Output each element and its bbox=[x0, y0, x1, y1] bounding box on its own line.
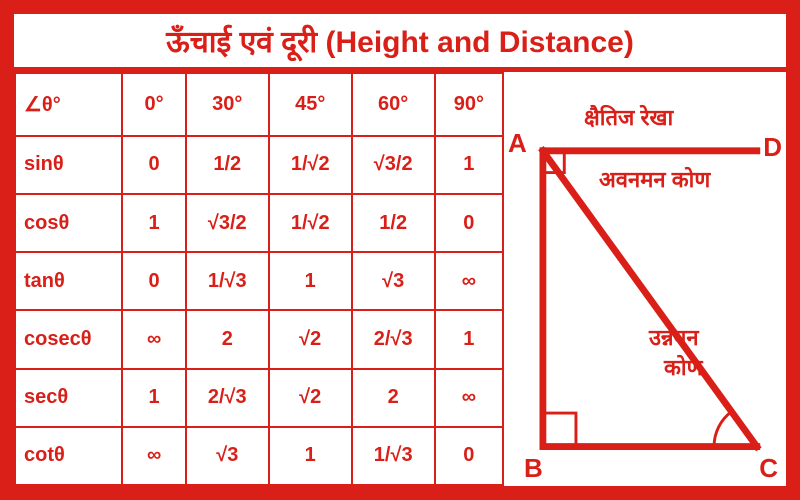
diagram-svg bbox=[504, 72, 786, 486]
cell-value: 1/2 bbox=[186, 136, 269, 194]
table-row: secθ12/√3√22∞ bbox=[15, 369, 503, 427]
trig-table: ∠θ°0°30°45°60°90°sinθ01/21/√2√3/21cosθ1√… bbox=[14, 72, 504, 486]
cell-value: 1/√2 bbox=[269, 194, 352, 252]
cell-value: 2/√3 bbox=[186, 369, 269, 427]
cell-value: √3 bbox=[352, 252, 435, 310]
cell-value: 1 bbox=[122, 194, 185, 252]
table-row: cosecθ∞2√22/√31 bbox=[15, 310, 503, 368]
cell-value: 1 bbox=[435, 136, 503, 194]
cell-value: 0 bbox=[435, 194, 503, 252]
cell-value: √3/2 bbox=[352, 136, 435, 194]
cell-value: ∞ bbox=[122, 310, 185, 368]
cell-value: 1/√2 bbox=[269, 136, 352, 194]
label-elevation-angle-l2: कोण bbox=[664, 352, 703, 382]
header-degree: 60° bbox=[352, 73, 435, 136]
cell-value: 2 bbox=[352, 369, 435, 427]
cell-value: 2/√3 bbox=[352, 310, 435, 368]
cell-value: 1/√3 bbox=[352, 427, 435, 485]
func-name: cosθ bbox=[15, 194, 122, 252]
cell-value: 0 bbox=[122, 136, 185, 194]
vertex-label-B: B bbox=[524, 453, 543, 484]
header-degree: 30° bbox=[186, 73, 269, 136]
func-name: sinθ bbox=[15, 136, 122, 194]
cell-value: 2 bbox=[186, 310, 269, 368]
cell-value: √3/2 bbox=[186, 194, 269, 252]
header-degree: 90° bbox=[435, 73, 503, 136]
table-row: tanθ01/√31√3∞ bbox=[15, 252, 503, 310]
cell-value: √2 bbox=[269, 310, 352, 368]
func-name: cotθ bbox=[15, 427, 122, 485]
table-row: cotθ∞√311/√30 bbox=[15, 427, 503, 485]
vertex-label-A: A bbox=[508, 128, 527, 159]
cell-value: 1 bbox=[435, 310, 503, 368]
angle-diagram: A D B C क्षैतिज रेखा अवनमन कोण उन्नयन को… bbox=[504, 72, 786, 486]
cell-value: 1 bbox=[122, 369, 185, 427]
header-angle: ∠θ° bbox=[15, 73, 122, 136]
vertex-label-C: C bbox=[759, 453, 778, 484]
label-elevation-angle-l1: उन्नयन bbox=[649, 322, 699, 352]
page-title: ऊँचाई एवं दूरी (Height and Distance) bbox=[14, 14, 786, 72]
header-degree: 45° bbox=[269, 73, 352, 136]
cell-value: 1/√3 bbox=[186, 252, 269, 310]
trig-table-wrap: ∠θ°0°30°45°60°90°sinθ01/21/√2√3/21cosθ1√… bbox=[14, 72, 504, 486]
card-frame: ऊँचाई एवं दूरी (Height and Distance) ∠θ°… bbox=[0, 0, 800, 500]
table-header-row: ∠θ°0°30°45°60°90° bbox=[15, 73, 503, 136]
cell-value: √2 bbox=[269, 369, 352, 427]
cell-value: ∞ bbox=[122, 427, 185, 485]
label-horizontal-line: क्षैतिज रेखा bbox=[584, 102, 673, 132]
func-name: cosecθ bbox=[15, 310, 122, 368]
table-row: sinθ01/21/√2√3/21 bbox=[15, 136, 503, 194]
cell-value: ∞ bbox=[435, 369, 503, 427]
cell-value: 1 bbox=[269, 252, 352, 310]
func-name: tanθ bbox=[15, 252, 122, 310]
vertex-label-D: D bbox=[763, 132, 782, 163]
cell-value: 1/2 bbox=[352, 194, 435, 252]
content-row: ∠θ°0°30°45°60°90°sinθ01/21/√2√3/21cosθ1√… bbox=[14, 72, 786, 486]
label-depression-angle: अवनमन कोण bbox=[599, 164, 710, 194]
cell-value: 1 bbox=[269, 427, 352, 485]
table-row: cosθ1√3/21/√21/20 bbox=[15, 194, 503, 252]
cell-value: √3 bbox=[186, 427, 269, 485]
cell-value: 0 bbox=[122, 252, 185, 310]
func-name: secθ bbox=[15, 369, 122, 427]
cell-value: ∞ bbox=[435, 252, 503, 310]
header-degree: 0° bbox=[122, 73, 185, 136]
cell-value: 0 bbox=[435, 427, 503, 485]
